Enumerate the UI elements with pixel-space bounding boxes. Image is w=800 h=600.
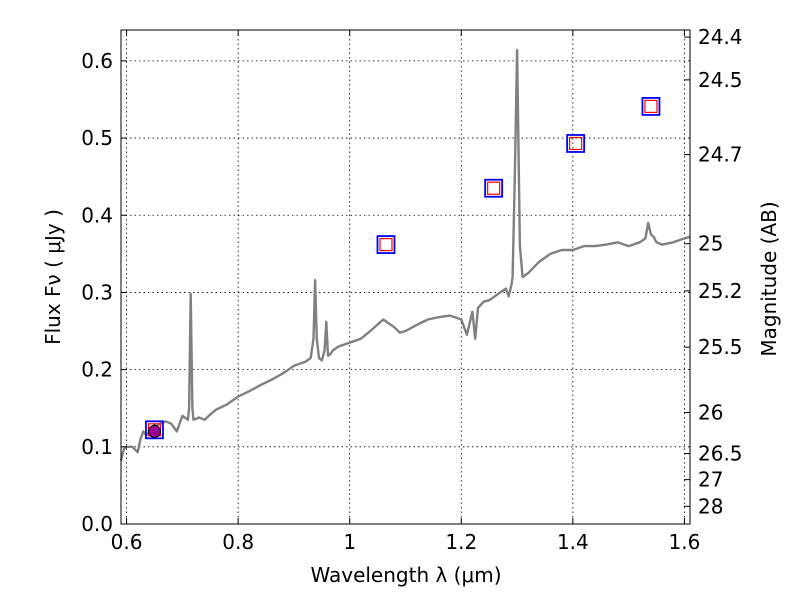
photometry-box-inner bbox=[487, 181, 501, 195]
y-tick-label: 0.2 bbox=[81, 358, 113, 382]
x-tick-label: 1.6 bbox=[669, 530, 701, 554]
photometry-box-outer bbox=[566, 134, 586, 153]
right-tick-label: 25 bbox=[698, 232, 723, 256]
right-tick-label: 24.5 bbox=[698, 68, 743, 92]
photometry-box-inner bbox=[644, 99, 658, 114]
x-tick-label: 0.8 bbox=[222, 530, 254, 554]
ticks: 0.6 0.8 1 1.2 1.4 1.6 0.0 0.1 0.2 0.3 0.4 0.5 0.6 24.… bbox=[81, 25, 742, 554]
photometry-box-outer bbox=[145, 420, 164, 440]
y-tick-label: 0.4 bbox=[81, 203, 113, 227]
photometry-box-inner bbox=[379, 237, 393, 252]
x-tick-label: 1.4 bbox=[557, 530, 589, 554]
marker-layer bbox=[145, 97, 661, 440]
x-axis-label: Wavelength λ (μm) bbox=[310, 563, 501, 587]
y-tick-label: 0.3 bbox=[81, 280, 113, 304]
observed-point bbox=[147, 424, 161, 438]
y-tick-label: 0.0 bbox=[81, 512, 113, 536]
plot-frame bbox=[120, 29, 691, 525]
right-tick-label: 28 bbox=[698, 494, 723, 518]
photometry-box-outer bbox=[484, 178, 504, 198]
x-tick-label: 1.2 bbox=[445, 530, 477, 554]
right-axis-label: Magnitude (AB) bbox=[757, 201, 781, 356]
spectrum-line bbox=[119, 48, 691, 461]
y-axis-label: Flux Fν ( μJy ) bbox=[41, 209, 65, 345]
right-tick-label: 26 bbox=[698, 400, 723, 424]
series-layer bbox=[119, 48, 691, 461]
grid bbox=[121, 30, 690, 525]
right-tick-label: 25.5 bbox=[698, 335, 743, 359]
right-tick-label: 26.5 bbox=[698, 442, 743, 466]
x-tick-label: 0.6 bbox=[111, 530, 143, 554]
photometry-box-outer bbox=[641, 97, 661, 116]
y-tick-label: 0.6 bbox=[81, 49, 113, 73]
y-tick-label: 0.5 bbox=[81, 126, 113, 150]
photometry-box-inner bbox=[569, 136, 583, 151]
right-tick-label: 24.4 bbox=[698, 25, 743, 49]
right-tick-label: 27 bbox=[698, 468, 723, 492]
x-tick-label: 1 bbox=[343, 530, 356, 554]
right-tick-label: 25.2 bbox=[698, 279, 743, 303]
photometry-box-outer bbox=[376, 235, 396, 254]
right-tick-label: 24.7 bbox=[698, 143, 743, 167]
y-tick-label: 0.1 bbox=[81, 435, 113, 459]
